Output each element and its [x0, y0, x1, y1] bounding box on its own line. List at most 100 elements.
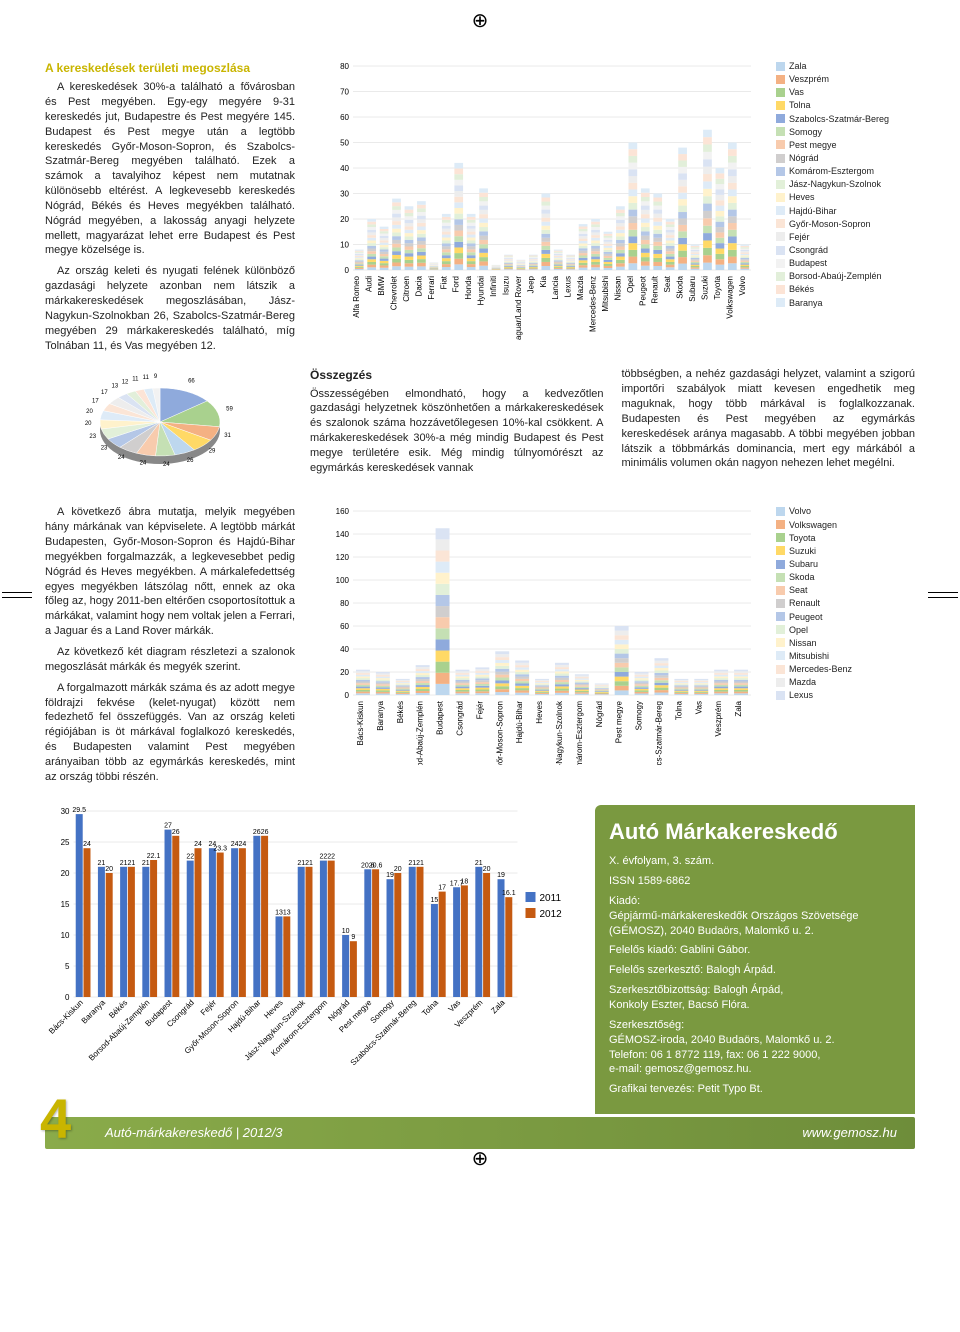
svg-text:Honda: Honda: [464, 275, 473, 299]
svg-text:24: 24: [231, 841, 239, 848]
legend-item: Lexus: [776, 689, 915, 701]
legend-item: Nissan: [776, 637, 915, 649]
svg-text:20: 20: [85, 422, 92, 428]
svg-text:Renault: Renault: [651, 275, 660, 303]
svg-text:17: 17: [438, 884, 446, 891]
legend-item: Mazda: [776, 676, 915, 688]
svg-text:Jaguar/Land Rover: Jaguar/Land Rover: [514, 276, 523, 340]
svg-text:10: 10: [61, 931, 70, 940]
svg-text:21: 21: [142, 859, 150, 866]
svg-text:24: 24: [83, 841, 91, 848]
svg-text:Győr-Moson-Sopron: Győr-Moson-Sopron: [495, 701, 504, 765]
svg-text:Baranya: Baranya: [376, 701, 385, 731]
svg-text:20: 20: [61, 869, 70, 878]
svg-text:Jeep: Jeep: [526, 275, 535, 293]
summary-title: Összegzés: [310, 367, 604, 383]
legend-item: Zala: [776, 60, 915, 72]
svg-text:24: 24: [163, 462, 170, 468]
svg-text:60: 60: [340, 622, 349, 631]
legend-item: Pest megye: [776, 139, 915, 151]
svg-text:Mazda: Mazda: [576, 275, 585, 300]
svg-text:Seat: Seat: [663, 275, 672, 292]
body-text-1: A kereskedések 30%-a található a főváros…: [45, 80, 295, 353]
chart-1-legend: ZalaVeszprémVasTolnaSzabolcs-Szatmár-Ber…: [770, 60, 915, 353]
svg-text:70: 70: [340, 88, 349, 97]
svg-text:80: 80: [340, 599, 349, 608]
legend-item: Suzuki: [776, 545, 915, 557]
reg-mark-right: [928, 592, 958, 598]
svg-text:Ford: Ford: [452, 276, 461, 292]
svg-text:Volvo: Volvo: [738, 275, 747, 295]
svg-text:Zala: Zala: [489, 997, 507, 1015]
svg-text:Volkswagen: Volkswagen: [725, 276, 734, 319]
svg-text:23: 23: [101, 446, 108, 452]
page-number: 4: [40, 1081, 71, 1157]
svg-text:Baranya: Baranya: [80, 997, 108, 1025]
svg-text:Nissan: Nissan: [613, 276, 622, 300]
svg-text:Isuzu: Isuzu: [501, 276, 510, 295]
legend-item: Toyota: [776, 532, 915, 544]
legend-item: Seat: [776, 584, 915, 596]
svg-text:Subaru: Subaru: [688, 276, 697, 302]
page-footer: 4 Autó-márkakereskedő | 2012/3 www.gemos…: [45, 1117, 915, 1149]
legend-item: Opel: [776, 624, 915, 636]
svg-text:29.5: 29.5: [72, 807, 86, 814]
summary-text-left: Összességében elmondható, hogy a kedvező…: [310, 387, 604, 476]
svg-text:Infiniti: Infiniti: [489, 276, 498, 297]
svg-text:22: 22: [327, 853, 335, 860]
chart-2-legend: VolvoVolkswagenToyotaSuzukiSubaruSkodaSe…: [770, 505, 915, 784]
imprint-line: Felelős szerkesztő: Balogh Árpád.: [609, 963, 901, 978]
svg-text:26: 26: [253, 828, 261, 835]
svg-text:18: 18: [460, 878, 468, 885]
legend-item: Skoda: [776, 571, 915, 583]
legend-item: Békés: [776, 283, 915, 295]
svg-text:Bács-Kiskun: Bács-Kiskun: [47, 998, 85, 1036]
svg-text:Alfa Romeo: Alfa Romeo: [352, 275, 361, 317]
svg-text:15: 15: [61, 900, 70, 909]
legend-item: Volvo: [776, 505, 915, 517]
svg-text:Audi: Audi: [365, 276, 374, 292]
svg-text:10: 10: [340, 241, 349, 250]
svg-text:Ferrari: Ferrari: [427, 276, 436, 300]
svg-text:17: 17: [101, 390, 108, 396]
svg-text:Opel: Opel: [626, 276, 635, 293]
svg-text:Pest megye: Pest megye: [615, 701, 624, 744]
svg-text:13: 13: [275, 909, 283, 916]
svg-text:31: 31: [224, 434, 231, 440]
legend-item: Fejér: [776, 231, 915, 243]
svg-text:Kia: Kia: [539, 275, 548, 287]
svg-text:24: 24: [194, 841, 202, 848]
svg-text:Fiat: Fiat: [439, 275, 448, 289]
svg-text:21: 21: [120, 859, 128, 866]
svg-text:2012: 2012: [540, 909, 563, 920]
legend-item: Volkswagen: [776, 519, 915, 531]
svg-text:30: 30: [340, 190, 349, 199]
svg-text:Hyundai: Hyundai: [477, 276, 486, 306]
reg-mark-top: ⊕: [465, 8, 495, 38]
legend-item: Budapest: [776, 257, 915, 269]
svg-text:120: 120: [336, 553, 350, 562]
svg-text:0: 0: [345, 691, 350, 700]
svg-text:21: 21: [297, 859, 305, 866]
svg-text:Peugeot: Peugeot: [638, 275, 647, 306]
svg-text:Borsod-Abaúj-Zemplén: Borsod-Abaúj-Zemplén: [416, 701, 425, 765]
svg-text:19: 19: [386, 872, 394, 879]
svg-text:25: 25: [61, 838, 70, 847]
svg-text:13: 13: [283, 909, 291, 916]
svg-text:21: 21: [416, 859, 424, 866]
summary-text-right: többségben, a nehéz gazdasági helyzet, v…: [622, 367, 916, 471]
legend-item: Tolna: [776, 99, 915, 111]
svg-text:20: 20: [394, 866, 402, 873]
legend-item: Szabolcs-Szatmár-Bereg: [776, 113, 915, 125]
svg-text:Nógrád: Nógrád: [595, 701, 604, 727]
svg-text:21: 21: [475, 859, 483, 866]
imprint-line: Grafikai tervezés: Petit Typo Bt.: [609, 1082, 901, 1097]
svg-text:29: 29: [209, 449, 216, 455]
svg-text:5: 5: [65, 962, 70, 971]
footer-left: Autó-márkakereskedő | 2012/3: [105, 1124, 283, 1142]
svg-text:Fejér: Fejér: [475, 701, 484, 720]
svg-text:2011: 2011: [540, 893, 562, 904]
svg-text:26: 26: [187, 458, 194, 464]
svg-text:20: 20: [340, 668, 349, 677]
svg-text:Chevrolet: Chevrolet: [390, 275, 399, 310]
